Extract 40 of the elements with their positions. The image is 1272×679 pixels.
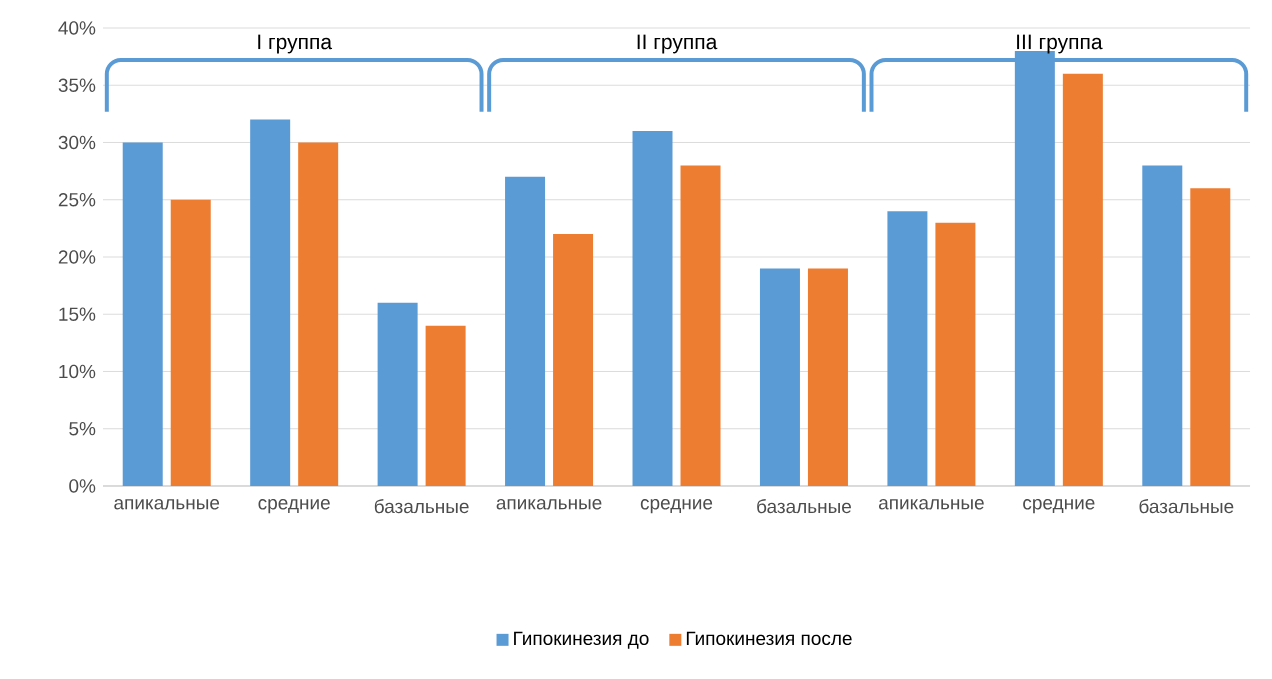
x-tick-label: средние <box>1023 499 1095 514</box>
bar <box>807 268 848 486</box>
bar <box>759 268 800 486</box>
bar <box>1142 165 1183 486</box>
bar <box>250 119 291 486</box>
bar <box>1190 188 1231 486</box>
annotation: I группа <box>258 34 333 54</box>
bar <box>505 176 546 486</box>
x-tick-label: апикальные <box>114 499 220 510</box>
legend-label: Гипокинезия до <box>514 631 649 649</box>
y-tick-label: 25% <box>58 193 96 207</box>
x-tick-label: апикальные <box>878 499 984 510</box>
x-tick-label: базальные <box>1139 499 1234 514</box>
y-tick-label: 5% <box>69 422 96 436</box>
x-tick-label: базальные <box>757 499 851 514</box>
legend-label: Гипокинезия после <box>686 631 852 646</box>
bar <box>1062 73 1103 486</box>
x-tick-label: средние <box>640 499 713 514</box>
y-tick-label: 0% <box>69 479 96 493</box>
bar <box>122 142 163 486</box>
bar <box>887 211 928 486</box>
x-tick-label: средние <box>258 499 330 514</box>
bar <box>425 325 466 486</box>
bar <box>680 165 721 486</box>
y-tick-label: 15% <box>59 307 96 321</box>
bar <box>377 302 418 486</box>
annotation: II группа <box>637 34 718 54</box>
y-tick-label: 35% <box>58 78 96 92</box>
bar <box>553 234 594 486</box>
annotation: III группа <box>1017 34 1103 54</box>
bar <box>935 222 976 486</box>
bar <box>170 199 211 486</box>
y-tick-label: 10% <box>59 364 96 379</box>
x-tick-label: базальные <box>374 499 469 514</box>
y-tick-label: 30% <box>58 135 96 150</box>
bar <box>298 142 339 486</box>
bar <box>632 131 673 486</box>
y-tick-label: 40% <box>58 21 96 35</box>
y-tick-label: 20% <box>58 250 96 264</box>
x-tick-label: апикальные <box>496 499 602 510</box>
